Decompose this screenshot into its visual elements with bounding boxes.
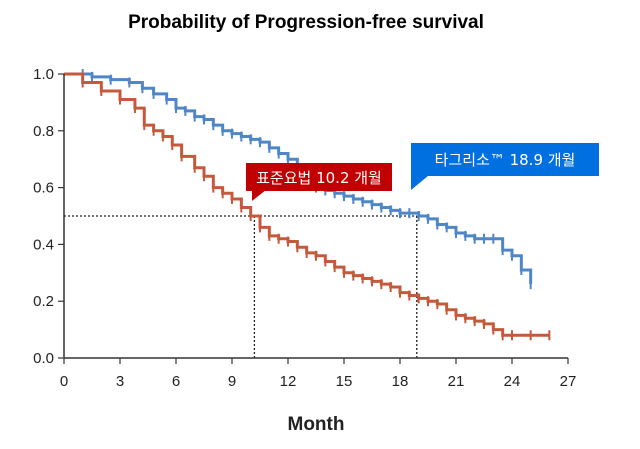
y-tick-label: 0.8 — [33, 123, 54, 140]
callout-tagrisso: 타그리소™ 18.9 개월 — [411, 143, 599, 190]
y-tick-label: 0.2 — [33, 293, 54, 310]
x-tick-label: 24 — [504, 373, 521, 390]
x-tick-label: 18 — [392, 373, 409, 390]
callout-tagrisso-box — [411, 143, 599, 176]
x-axis-title: Month — [288, 414, 345, 435]
callout-tagrisso-text: 타그리소™ 18.9 개월 — [435, 151, 576, 169]
callout-standard-text: 표준요법 10.2 개월 — [256, 169, 382, 187]
chart-title: Probability of Progression-free survival — [128, 12, 484, 33]
y-tick-label: 0.4 — [33, 236, 54, 253]
x-tick-label: 27 — [560, 373, 577, 390]
x-tick-label: 21 — [448, 373, 465, 390]
y-tick-label: 1.0 — [33, 66, 54, 83]
x-tick-label: 6 — [172, 373, 180, 390]
x-tick-label: 12 — [280, 373, 297, 390]
callout-standard-box — [246, 163, 392, 191]
series-line-1 — [64, 72, 550, 337]
x-tick-label: 3 — [116, 373, 124, 390]
x-tick-label: 9 — [228, 373, 236, 390]
y-tick-label: 0.6 — [33, 180, 54, 197]
callout-standard-pointer — [252, 190, 266, 201]
y-tick-label: 0.0 — [33, 350, 54, 367]
callout-standard: 표준요법 10.2 개월 — [246, 163, 392, 201]
x-tick-label: 15 — [336, 373, 353, 390]
callout-tagrisso-pointer — [411, 160, 428, 190]
x-tick-label: 0 — [60, 373, 68, 390]
